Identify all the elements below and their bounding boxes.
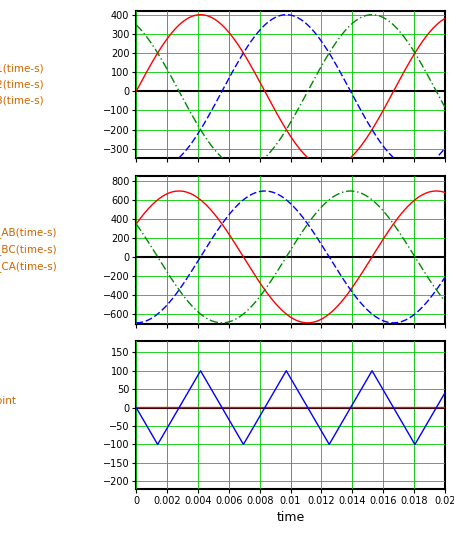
Legend: V_AB(time-s), V_BC(time-s), V_CA(time-s): V_AB(time-s), V_BC(time-s), V_CA(time-s): [0, 227, 57, 273]
Text: Voltage
at Midpoint
to Earth
Ground: Voltage at Midpoint to Earth Ground: [0, 383, 16, 432]
X-axis label: time: time: [276, 511, 305, 524]
Legend: V1(time-s), V2(time-s), V3(time-s): V1(time-s), V2(time-s), V3(time-s): [0, 64, 44, 106]
